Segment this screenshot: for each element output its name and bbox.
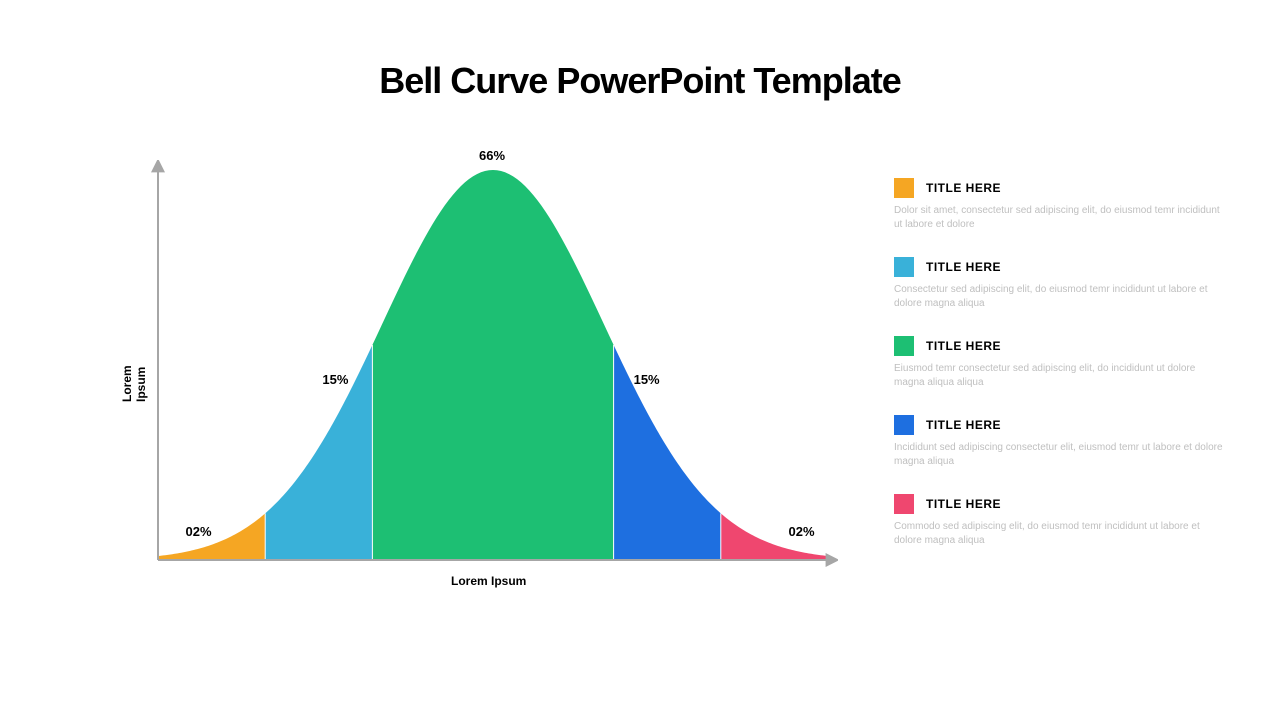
chart-svg	[118, 160, 838, 570]
slide-title: Bell Curve PowerPoint Template	[0, 60, 1280, 102]
legend-item-4: TITLE HERE Incididunt sed adipiscing cons…	[894, 415, 1224, 468]
axis-label-y: Lorem Ipsum	[120, 365, 148, 402]
legend-desc: Commodo sed adipiscing elit, do eiusmod …	[894, 520, 1224, 547]
legend-desc: Incididunt sed adipiscing consectetur el…	[894, 441, 1224, 468]
legend-title: TITLE HERE	[926, 497, 1001, 511]
pct-label-s5: 02%	[789, 524, 815, 539]
legend-title: TITLE HERE	[926, 260, 1001, 274]
legend-desc: Consectetur sed adipiscing elit, do eius…	[894, 283, 1224, 310]
pct-label-s3: 66%	[479, 148, 505, 163]
legend-item-2: TITLE HERE Consectetur sed adipiscing eli…	[894, 257, 1224, 310]
legend-item-5: TITLE HERE Commodo sed adipiscing elit, d…	[894, 494, 1224, 547]
segment-s2	[265, 345, 372, 560]
legend-title: TITLE HERE	[926, 339, 1001, 353]
pct-label-s1: 02%	[186, 524, 212, 539]
axis-label-x: Lorem Ipsum	[451, 574, 526, 588]
segment-s3	[372, 170, 613, 560]
legend-desc: Dolor sit amet, consectetur sed adipisci…	[894, 204, 1224, 231]
legend: TITLE HERE Dolor sit amet, consectetur se…	[894, 178, 1224, 573]
legend-swatch	[894, 336, 914, 356]
legend-swatch	[894, 494, 914, 514]
legend-swatch	[894, 415, 914, 435]
legend-desc: Eiusmod temr consectetur sed adipiscing …	[894, 362, 1224, 389]
legend-swatch	[894, 178, 914, 198]
legend-title: TITLE HERE	[926, 181, 1001, 195]
bell-curve-chart: 02%15%66%15%02%	[118, 160, 838, 570]
legend-swatch	[894, 257, 914, 277]
pct-label-s4: 15%	[634, 372, 660, 387]
legend-item-3: TITLE HERE Eiusmod temr consectetur sed a…	[894, 336, 1224, 389]
legend-title: TITLE HERE	[926, 418, 1001, 432]
legend-item-1: TITLE HERE Dolor sit amet, consectetur se…	[894, 178, 1224, 231]
segment-s4	[614, 345, 721, 560]
pct-label-s2: 15%	[322, 372, 348, 387]
